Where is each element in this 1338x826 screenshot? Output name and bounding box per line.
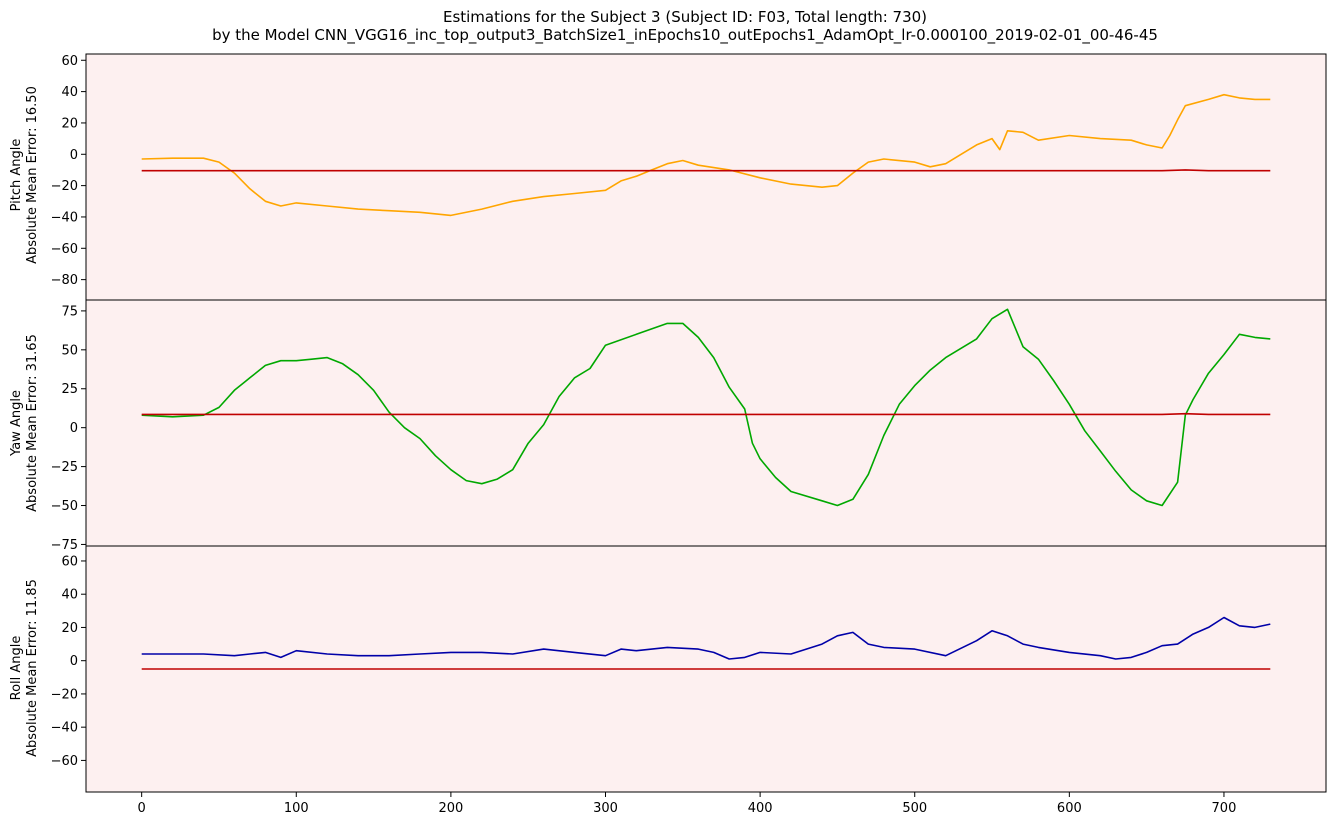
pitch-ytick-label: −20 (51, 179, 78, 194)
pitch-ytick-label: −40 (51, 210, 78, 225)
roll-ytick-label: −40 (51, 721, 78, 736)
yaw-ytick-label: 0 (70, 421, 78, 436)
roll-ylabel-line2: Absolute Mean Error: 11.85 (25, 579, 40, 757)
roll-ytick-label: −20 (51, 687, 78, 702)
pitch-estimate-line (141, 169, 1271, 172)
pitch-ytick-label: −80 (51, 273, 78, 288)
roll-xtick-label: 500 (902, 801, 927, 816)
pitch-ylabel-line1: Pitch Angle (9, 139, 24, 212)
yaw-ytick-label: 75 (61, 304, 78, 319)
yaw-ylabel-line1: Yaw Angle (9, 390, 24, 457)
pitch-ytick-label: 20 (61, 116, 78, 131)
roll-angle-panel: Roll Angle Absolute Mean Error: 11.85 60… (9, 545, 1327, 816)
roll-ground-truth-line (141, 616, 1271, 660)
roll-xtick-label: 100 (284, 801, 309, 816)
pitch-ytick-label: 40 (61, 85, 78, 100)
yaw-angle-panel: Yaw Angle Absolute Mean Error: 31.65 75 5… (9, 299, 1327, 553)
roll-ytick-label: 20 (61, 621, 78, 636)
roll-ytick-label: 40 (61, 588, 78, 603)
yaw-ytick-label: −75 (51, 538, 78, 553)
pitch-plot-area (86, 54, 1326, 300)
roll-xtick-label: 700 (1212, 801, 1237, 816)
pitch-angle-panel: Pitch Angle Absolute Mean Error: 16.50 6… (9, 53, 1327, 301)
roll-ylabel-line1: Roll Angle (9, 636, 24, 701)
roll-xtick-label: 0 (138, 801, 146, 816)
yaw-ytick-label: 50 (61, 343, 78, 358)
pitch-ylabel-line2: Absolute Mean Error: 16.50 (25, 86, 40, 264)
roll-ytick-label: 60 (61, 554, 78, 569)
pitch-ytick-label: 0 (70, 148, 78, 163)
roll-xtick-label: 400 (748, 801, 773, 816)
pitch-ytick-label: 60 (61, 54, 78, 69)
roll-axes-frame (85, 545, 1327, 793)
yaw-estimate-line (141, 412, 1271, 416)
roll-ytick-label: −60 (51, 754, 78, 769)
roll-xtick-label: 300 (593, 801, 618, 816)
pitch-ytick-label: −60 (51, 242, 78, 257)
yaw-ytick-label: −25 (51, 460, 78, 475)
yaw-ytick-label: −50 (51, 499, 78, 514)
roll-ytick-label: 0 (70, 654, 78, 669)
yaw-ground-truth-line (141, 308, 1271, 507)
roll-xtick-label: 600 (1057, 801, 1082, 816)
figure-title-line2: by the Model CNN_VGG16_inc_top_output3_B… (212, 26, 1158, 45)
yaw-ylabel-line2: Absolute Mean Error: 31.65 (25, 334, 40, 512)
pitch-ground-truth-line (141, 93, 1271, 217)
yaw-plot-area (86, 300, 1326, 546)
roll-xtick-label: 200 (438, 801, 463, 816)
figure-title-line1: Estimations for the Subject 3 (Subject I… (443, 8, 927, 26)
yaw-ytick-label: 25 (61, 382, 78, 397)
